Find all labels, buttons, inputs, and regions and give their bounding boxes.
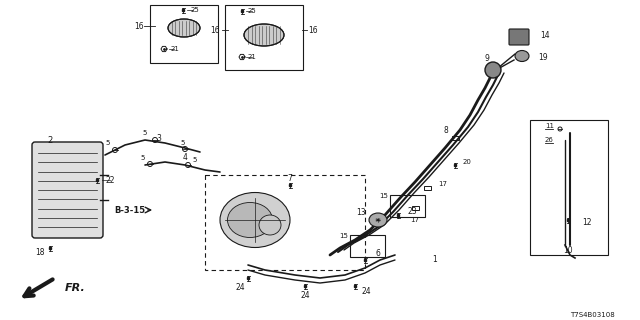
Text: T7S4B03108: T7S4B03108: [570, 312, 615, 318]
Ellipse shape: [369, 213, 387, 227]
Text: 11: 11: [545, 123, 554, 129]
Text: 17: 17: [410, 217, 419, 223]
Text: 19: 19: [538, 52, 548, 61]
Bar: [390, 195, 425, 217]
Text: 13: 13: [356, 207, 366, 217]
Bar: [412, 206, 419, 210]
Ellipse shape: [227, 203, 273, 237]
Text: 5: 5: [180, 140, 184, 146]
Text: 22: 22: [105, 175, 115, 185]
Text: 12: 12: [582, 218, 591, 227]
Text: 8: 8: [444, 125, 448, 134]
Ellipse shape: [220, 193, 290, 247]
Ellipse shape: [168, 19, 200, 37]
Bar: [150, 5, 218, 63]
Ellipse shape: [485, 62, 501, 78]
Text: 20: 20: [463, 159, 472, 165]
Text: 18: 18: [35, 247, 45, 257]
Text: 25: 25: [248, 8, 257, 14]
Text: 4: 4: [182, 153, 188, 162]
Text: 5: 5: [106, 140, 110, 146]
FancyBboxPatch shape: [32, 142, 103, 238]
Bar: [205, 175, 365, 270]
Text: B-3-15: B-3-15: [115, 205, 145, 214]
Bar: [350, 235, 385, 257]
Text: 2: 2: [47, 135, 52, 145]
Bar: [225, 5, 303, 70]
Text: 15: 15: [339, 233, 348, 239]
Bar: [424, 186, 431, 190]
Text: 5: 5: [192, 157, 196, 163]
Text: 24: 24: [235, 283, 245, 292]
Text: 3: 3: [157, 133, 161, 142]
Ellipse shape: [259, 215, 281, 235]
Text: 6: 6: [375, 250, 380, 259]
Text: 16: 16: [134, 21, 144, 30]
Text: FR.: FR.: [65, 283, 86, 293]
Text: 15: 15: [379, 193, 388, 199]
Text: 14: 14: [540, 30, 550, 39]
Text: 23: 23: [407, 206, 417, 215]
Text: 9: 9: [484, 53, 490, 62]
Text: 21: 21: [171, 46, 180, 52]
Text: 7: 7: [287, 173, 292, 182]
Text: 5: 5: [141, 155, 145, 161]
Text: 25: 25: [191, 7, 200, 13]
Text: 5: 5: [143, 130, 147, 136]
Ellipse shape: [515, 51, 529, 61]
Text: 24: 24: [362, 286, 372, 295]
Text: 17: 17: [438, 181, 447, 187]
Text: 16: 16: [211, 26, 220, 35]
FancyBboxPatch shape: [509, 29, 529, 45]
Text: 24: 24: [300, 291, 310, 300]
Text: 21: 21: [248, 54, 257, 60]
Bar: [451, 136, 458, 140]
Bar: [530, 120, 608, 255]
Text: 16: 16: [308, 26, 317, 35]
Text: 26: 26: [545, 137, 554, 143]
Text: 10: 10: [563, 245, 573, 254]
Ellipse shape: [244, 24, 284, 46]
Text: 1: 1: [433, 255, 437, 265]
